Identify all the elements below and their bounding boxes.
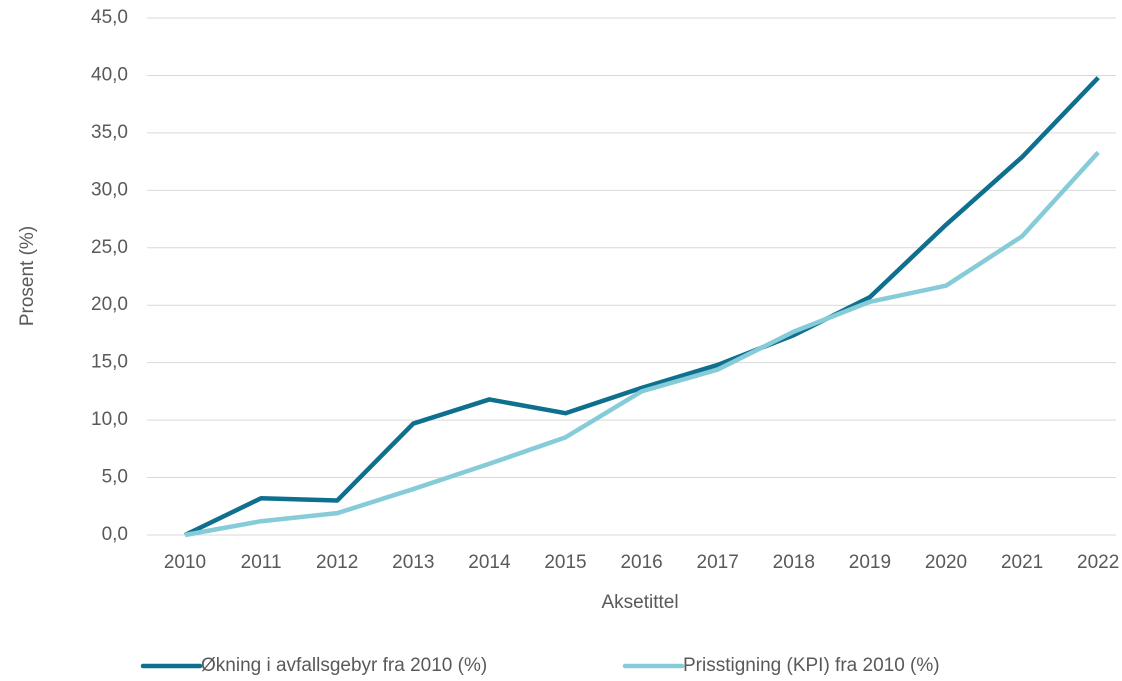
- x-tick-label: 2014: [468, 552, 511, 573]
- x-tick-label: 2018: [773, 552, 815, 573]
- x-tick-label: 2021: [1001, 552, 1043, 573]
- x-tick-label: 2010: [164, 552, 206, 573]
- series-line: [184, 76, 1100, 538]
- x-tick-label: 2012: [316, 552, 358, 573]
- legend-label: Økning i avfallsgebyr fra 2010 (%): [201, 655, 487, 676]
- y-tick-label: 30,0: [91, 179, 128, 200]
- legend-label: Prisstigning (KPI) fra 2010 (%): [683, 655, 940, 676]
- x-tick-label: 2013: [392, 552, 434, 573]
- x-tick-label: 2015: [544, 552, 586, 573]
- y-tick-label: 15,0: [91, 352, 128, 373]
- x-tick-label: 2020: [925, 552, 967, 573]
- x-tick-label: 2019: [849, 552, 891, 573]
- y-tick-label: 0,0: [102, 524, 128, 545]
- y-tick-label: 45,0: [91, 7, 128, 28]
- y-tick-label: 5,0: [102, 467, 128, 488]
- y-tick-label: 25,0: [91, 237, 128, 258]
- x-tick-label: 2022: [1077, 552, 1119, 573]
- y-axis-title: Prosent (%): [17, 226, 38, 326]
- series-line: [184, 150, 1100, 538]
- x-tick-label: 2016: [620, 552, 662, 573]
- y-tick-label: 10,0: [91, 409, 128, 430]
- x-tick-label: 2011: [241, 552, 282, 573]
- y-tick-label: 40,0: [91, 64, 128, 85]
- x-tick-label: 2017: [697, 552, 739, 573]
- x-axis-title: Aksetittel: [601, 592, 678, 613]
- y-tick-label: 20,0: [91, 294, 128, 315]
- y-tick-label: 35,0: [91, 122, 128, 143]
